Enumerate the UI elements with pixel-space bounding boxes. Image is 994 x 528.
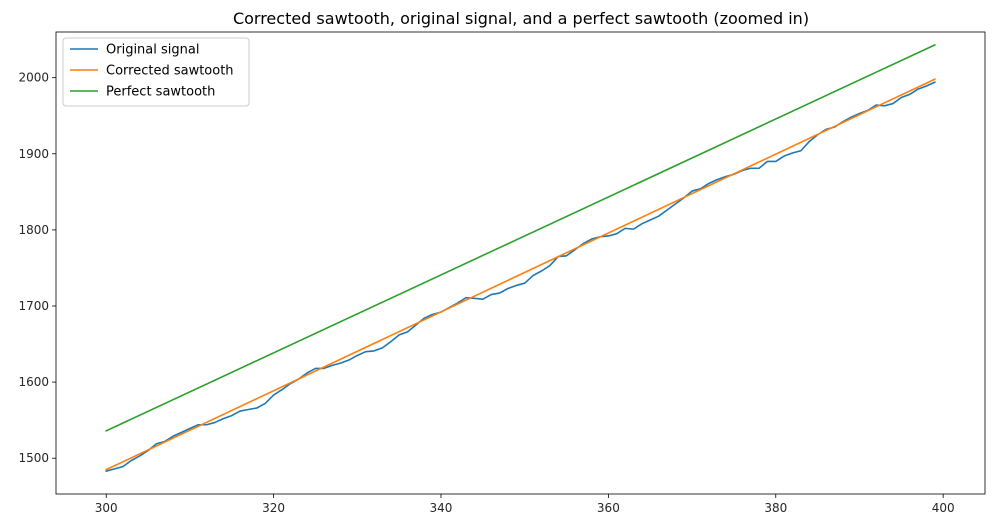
x-tick-label: 380	[764, 501, 787, 515]
y-tick-label: 1800	[18, 223, 49, 237]
series-line-perfect-sawtooth	[105, 43, 936, 432]
x-tick-label: 300	[95, 501, 118, 515]
x-tick-label: 360	[597, 501, 620, 515]
legend-label: Original signal	[106, 43, 199, 58]
x-tick-label: 340	[430, 501, 453, 515]
series-layer	[105, 43, 936, 473]
legend-box	[62, 37, 250, 107]
plot-frame	[55, 31, 986, 495]
chart-title: Corrected sawtooth, original signal, and…	[233, 9, 809, 28]
x-tick-label: 320	[262, 501, 285, 515]
series-line-corrected-sawtooth	[105, 78, 936, 471]
x-axis: 300 320 340 360 380 400	[95, 494, 955, 515]
y-tick-label: 1600	[18, 375, 49, 389]
y-tick-label: 1700	[18, 299, 49, 313]
legend: Original signal Corrected sawtooth Perfect…	[62, 37, 250, 107]
y-tick-label: 1900	[18, 147, 49, 161]
legend-entries: Original signal Corrected sawtooth Perfect…	[70, 43, 234, 100]
y-tick-label: 2000	[18, 71, 49, 85]
plot-area	[56, 32, 985, 494]
x-tick-label: 400	[932, 501, 955, 515]
legend-label: Perfect sawtooth	[106, 85, 215, 100]
y-tick-label: 1500	[18, 451, 49, 465]
y-axis: 1500 1600 1700 1800 1900 2000	[18, 71, 56, 465]
series-line-original-signal	[105, 81, 936, 473]
legend-label: Corrected sawtooth	[106, 64, 234, 79]
